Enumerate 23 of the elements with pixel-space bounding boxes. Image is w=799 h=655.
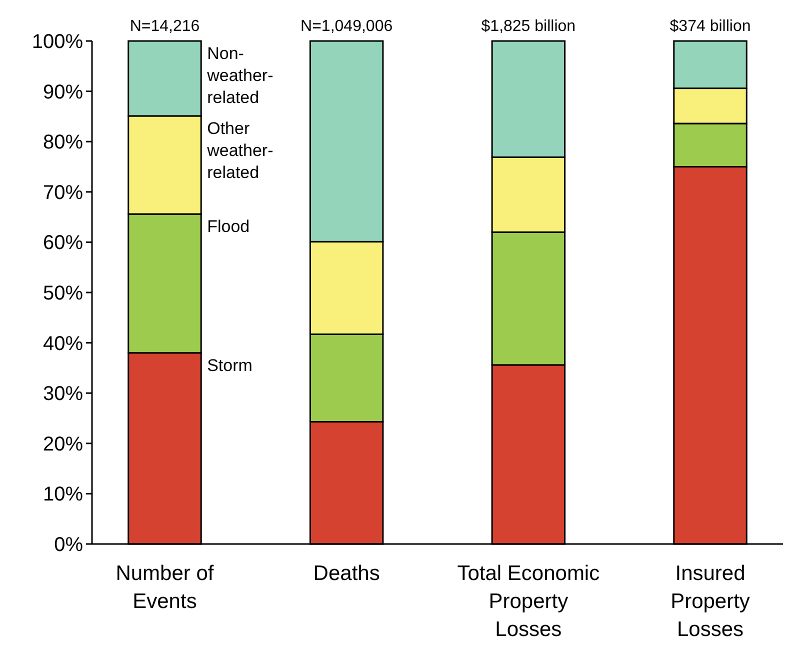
annotation: N=14,216 [130, 18, 200, 35]
series-label: Other weather-related [206, 118, 274, 182]
y-tick-label: 70% [42, 182, 84, 204]
series-label: Storm [207, 356, 252, 375]
y-tick-label: 30% [42, 383, 84, 406]
y-tick-label: 100% [32, 31, 84, 53]
annotation: $374 billion [670, 18, 751, 35]
x-tick-label: Insured Property Losses [670, 562, 750, 641]
y-tick-label: 90% [42, 81, 84, 104]
x-tick-label: Number of Events [116, 562, 214, 613]
y-tick-label: 60% [42, 232, 84, 254]
y-tick-label: 10% [42, 484, 84, 506]
annotation: $1,825 billion [481, 18, 576, 35]
series-label: Flood [207, 217, 250, 236]
x-tick-label: Deaths [313, 562, 380, 585]
y-tick-label: 20% [42, 433, 84, 456]
x-tick-label: Total Economic Property Losses [457, 562, 600, 641]
series-label: Non-weather-related [206, 44, 274, 107]
y-tick-label: 80% [42, 132, 84, 154]
y-tick-label: 40% [42, 332, 84, 355]
y-tick-label: 0% [54, 534, 84, 556]
annotation: N=1,049,006 [300, 18, 393, 35]
y-tick-label: 50% [42, 282, 84, 304]
